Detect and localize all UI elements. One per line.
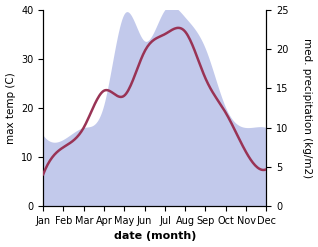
Y-axis label: max temp (C): max temp (C) <box>5 72 16 144</box>
Y-axis label: med. precipitation (kg/m2): med. precipitation (kg/m2) <box>302 38 313 178</box>
X-axis label: date (month): date (month) <box>114 231 196 242</box>
